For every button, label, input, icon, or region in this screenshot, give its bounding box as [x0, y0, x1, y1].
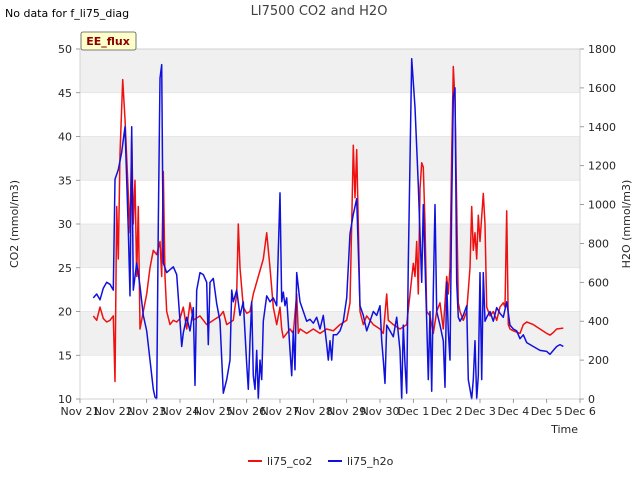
x-tick-label: Nov 29	[327, 405, 366, 418]
y-right-tick-label: 0	[588, 393, 595, 406]
right-axis: 0 200 400 600 800 1000 1200 1400 1600 1800	[580, 43, 616, 406]
series-line-li75_h2o	[92, 57, 564, 400]
y-tick-label: 10	[58, 393, 72, 406]
y-right-tick-label: 1400	[588, 121, 616, 134]
y-axis-label-right: H2O (mmol/m3)	[620, 180, 633, 269]
x-tick-label: Nov 24	[161, 405, 200, 418]
y-right-tick-label: 400	[588, 315, 609, 328]
y-tick-label: 50	[58, 43, 72, 56]
x-tick-label: Nov 21	[61, 405, 100, 418]
no-data-note: No data for f_li75_diag	[5, 7, 129, 20]
y-tick-label: 45	[58, 87, 72, 100]
x-axis-label: Time	[550, 423, 578, 436]
left-axis: 10 15 20 25 30 35 40 45 50	[58, 43, 80, 406]
y-right-tick-label: 800	[588, 237, 609, 250]
y-right-tick-label: 1800	[588, 43, 616, 56]
y-right-tick-label: 1000	[588, 199, 616, 212]
x-tick-label: Nov 30	[361, 405, 400, 418]
legend: li75_co2 li75_h2o	[248, 455, 394, 468]
x-tick-label: Nov 28	[294, 405, 333, 418]
x-tick-label: Nov 27	[261, 405, 300, 418]
y-tick-label: 30	[58, 218, 72, 231]
background-band	[80, 136, 580, 181]
x-tick-label: Dec 2	[431, 405, 463, 418]
x-tick-label: Dec 5	[531, 405, 563, 418]
x-tick-label: Nov 22	[94, 405, 133, 418]
y-tick-label: 25	[58, 262, 72, 275]
x-tick-label: Nov 25	[194, 405, 233, 418]
chart-title: LI7500 CO2 and H2O	[251, 4, 388, 19]
legend-label-h2o: li75_h2o	[347, 455, 394, 468]
y-tick-label: 35	[58, 174, 72, 187]
x-tick-label: Nov 26	[227, 405, 266, 418]
background-band	[80, 224, 580, 268]
x-tick-label: Dec 6	[564, 405, 596, 418]
y-axis-label-left: CO2 (mmol/m3)	[8, 180, 21, 268]
y-right-tick-label: 600	[588, 276, 609, 289]
y-right-tick-label: 1200	[588, 160, 616, 173]
x-tick-label: Dec 1	[397, 405, 429, 418]
background-band	[80, 49, 580, 93]
x-tick-label: Nov 23	[127, 405, 166, 418]
badge-label: EE_flux	[86, 35, 130, 48]
y-right-tick-label: 1600	[588, 82, 616, 95]
y-tick-label: 40	[58, 131, 72, 144]
y-tick-label: 15	[58, 349, 72, 362]
data-lines	[92, 57, 564, 400]
legend-label-co2: li75_co2	[267, 455, 312, 468]
x-tick-label: Dec 3	[464, 405, 496, 418]
badge-box	[80, 31, 137, 51]
y-right-tick-label: 200	[588, 354, 609, 367]
y-tick-label: 20	[58, 306, 72, 319]
x-tick-label: Dec 4	[497, 405, 529, 418]
